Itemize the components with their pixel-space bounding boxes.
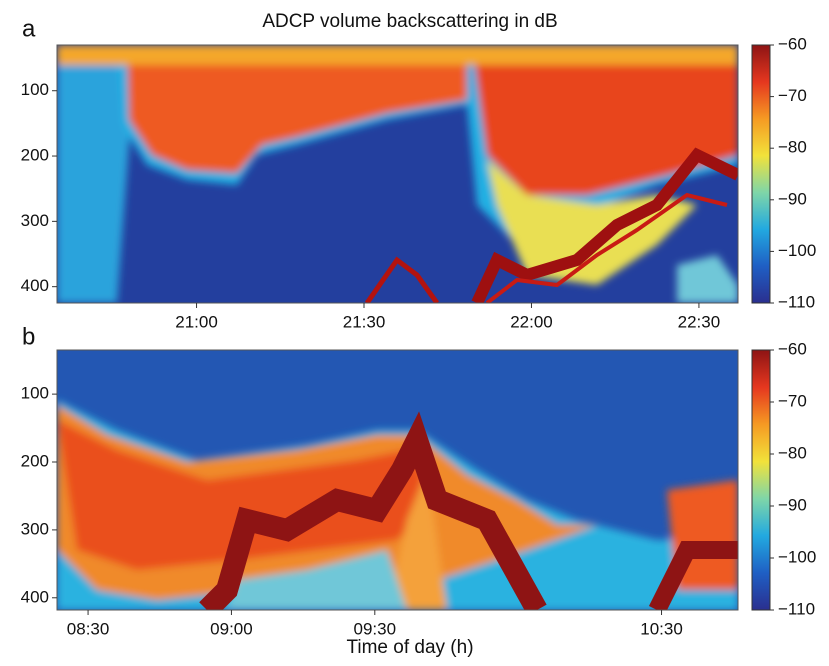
x-tick-label: 08:30 [67,619,110,638]
x-tick-label: 10:30 [640,619,683,638]
colorbar-tick-label: −70 [778,391,807,410]
y-tick-label: 200 [21,146,49,165]
x-tick-label: 21:30 [343,312,386,331]
x-tick-label: 21:00 [175,312,218,331]
y-tick-label: 400 [21,587,49,606]
y-tick-label: 200 [21,451,49,470]
colorbar-tick-label: −110 [778,292,815,311]
heatmap [57,350,738,610]
x-axis-title: Time of day (h) [346,637,473,658]
y-tick-label: 300 [21,211,49,230]
colorbar-tick-label: −80 [778,138,807,157]
title: ADCP volume backscattering in dB [262,11,557,32]
y-tick-label: 300 [21,519,49,538]
colorbar-tick-label: −60 [778,34,807,53]
colorbar-tick-label: −110 [778,599,815,618]
plot-frame [56,44,739,304]
colorbar-tick-label: −90 [778,189,807,208]
panel-label: b [22,323,35,350]
colorbar-tick-label: −70 [778,86,807,105]
colorbar [751,44,771,304]
x-tick-label: 22:30 [678,312,721,331]
x-tick-label: 09:30 [354,619,397,638]
colorbar-tick-label: −90 [778,495,807,514]
colorbar-tick-label: −100 [778,241,816,260]
x-tick-label: 09:00 [210,619,253,638]
y-tick-label: 100 [21,80,49,99]
y-tick-label: 400 [21,276,49,295]
colorbar [751,349,771,611]
y-tick-label: 100 [21,384,49,403]
colorbar-tick-label: −80 [778,443,807,462]
heatmap [57,45,738,303]
panel-label: a [22,15,36,42]
x-tick-label: 22:00 [510,312,553,331]
plot-frame [56,349,739,611]
colorbar-tick-label: −60 [778,339,807,358]
colorbar-tick-label: −100 [778,547,816,566]
